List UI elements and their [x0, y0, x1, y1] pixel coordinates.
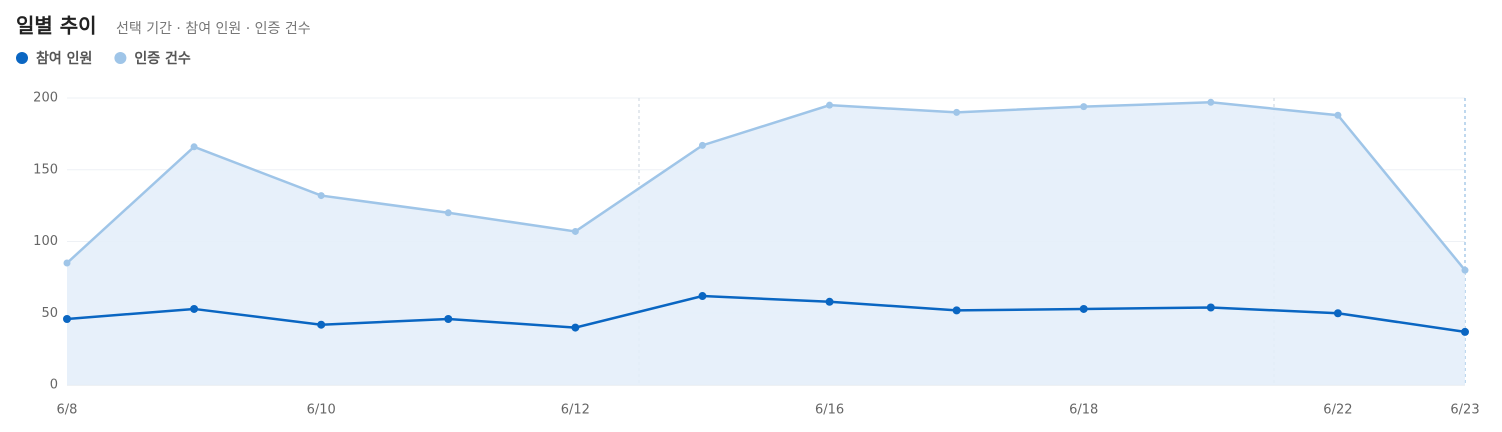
point: [190, 304, 199, 313]
point: [317, 320, 326, 329]
point: [317, 192, 325, 200]
x-tick-label: 6/23: [1450, 403, 1479, 418]
y-tick-label: 100: [33, 234, 58, 249]
point: [63, 314, 71, 323]
point: [952, 306, 961, 315]
point: [63, 259, 71, 267]
x-tick-label: 6/22: [1323, 403, 1352, 418]
legend-label: 인증 건수: [134, 50, 191, 67]
x-tick-label: 6/10: [307, 403, 336, 418]
point: [444, 209, 452, 217]
y-tick-label: 50: [41, 306, 58, 321]
point: [953, 108, 961, 116]
point: [571, 323, 580, 332]
chart-title: 일별 추이: [16, 14, 97, 38]
y-tick-label: 0: [50, 378, 58, 393]
y-tick-label: 200: [33, 91, 58, 106]
point: [571, 227, 579, 235]
point: [1080, 103, 1088, 111]
chart-subtitle: 선택 기간 · 참여 인원 · 인증 건수: [116, 21, 311, 37]
point: [1461, 266, 1469, 274]
plot: [63, 98, 1469, 386]
line: [66, 101, 1466, 271]
point: [1334, 111, 1342, 119]
point: [190, 143, 198, 151]
point: [698, 292, 707, 301]
legend-label: 참여 인원: [36, 50, 92, 67]
legend-swatch: [16, 52, 28, 64]
area: [67, 102, 1465, 386]
point: [1207, 98, 1215, 106]
legend-swatch: [114, 52, 127, 64]
line: [66, 294, 1466, 334]
point: [1333, 309, 1342, 318]
point: [1079, 304, 1088, 313]
point: [698, 141, 706, 149]
point: [1206, 303, 1215, 312]
legend: 참여 인원 인증 건수: [16, 50, 191, 67]
y-tick-label: 150: [33, 162, 58, 177]
point: [1461, 327, 1469, 336]
point: [444, 314, 453, 323]
x-tick-label: 6/18: [1069, 403, 1098, 418]
x-tick-label: 6/8: [57, 403, 78, 418]
point: [825, 297, 834, 306]
x-tick-label: 6/12: [561, 403, 590, 418]
x-tick-label: 6/16: [815, 403, 844, 418]
point: [826, 101, 834, 109]
